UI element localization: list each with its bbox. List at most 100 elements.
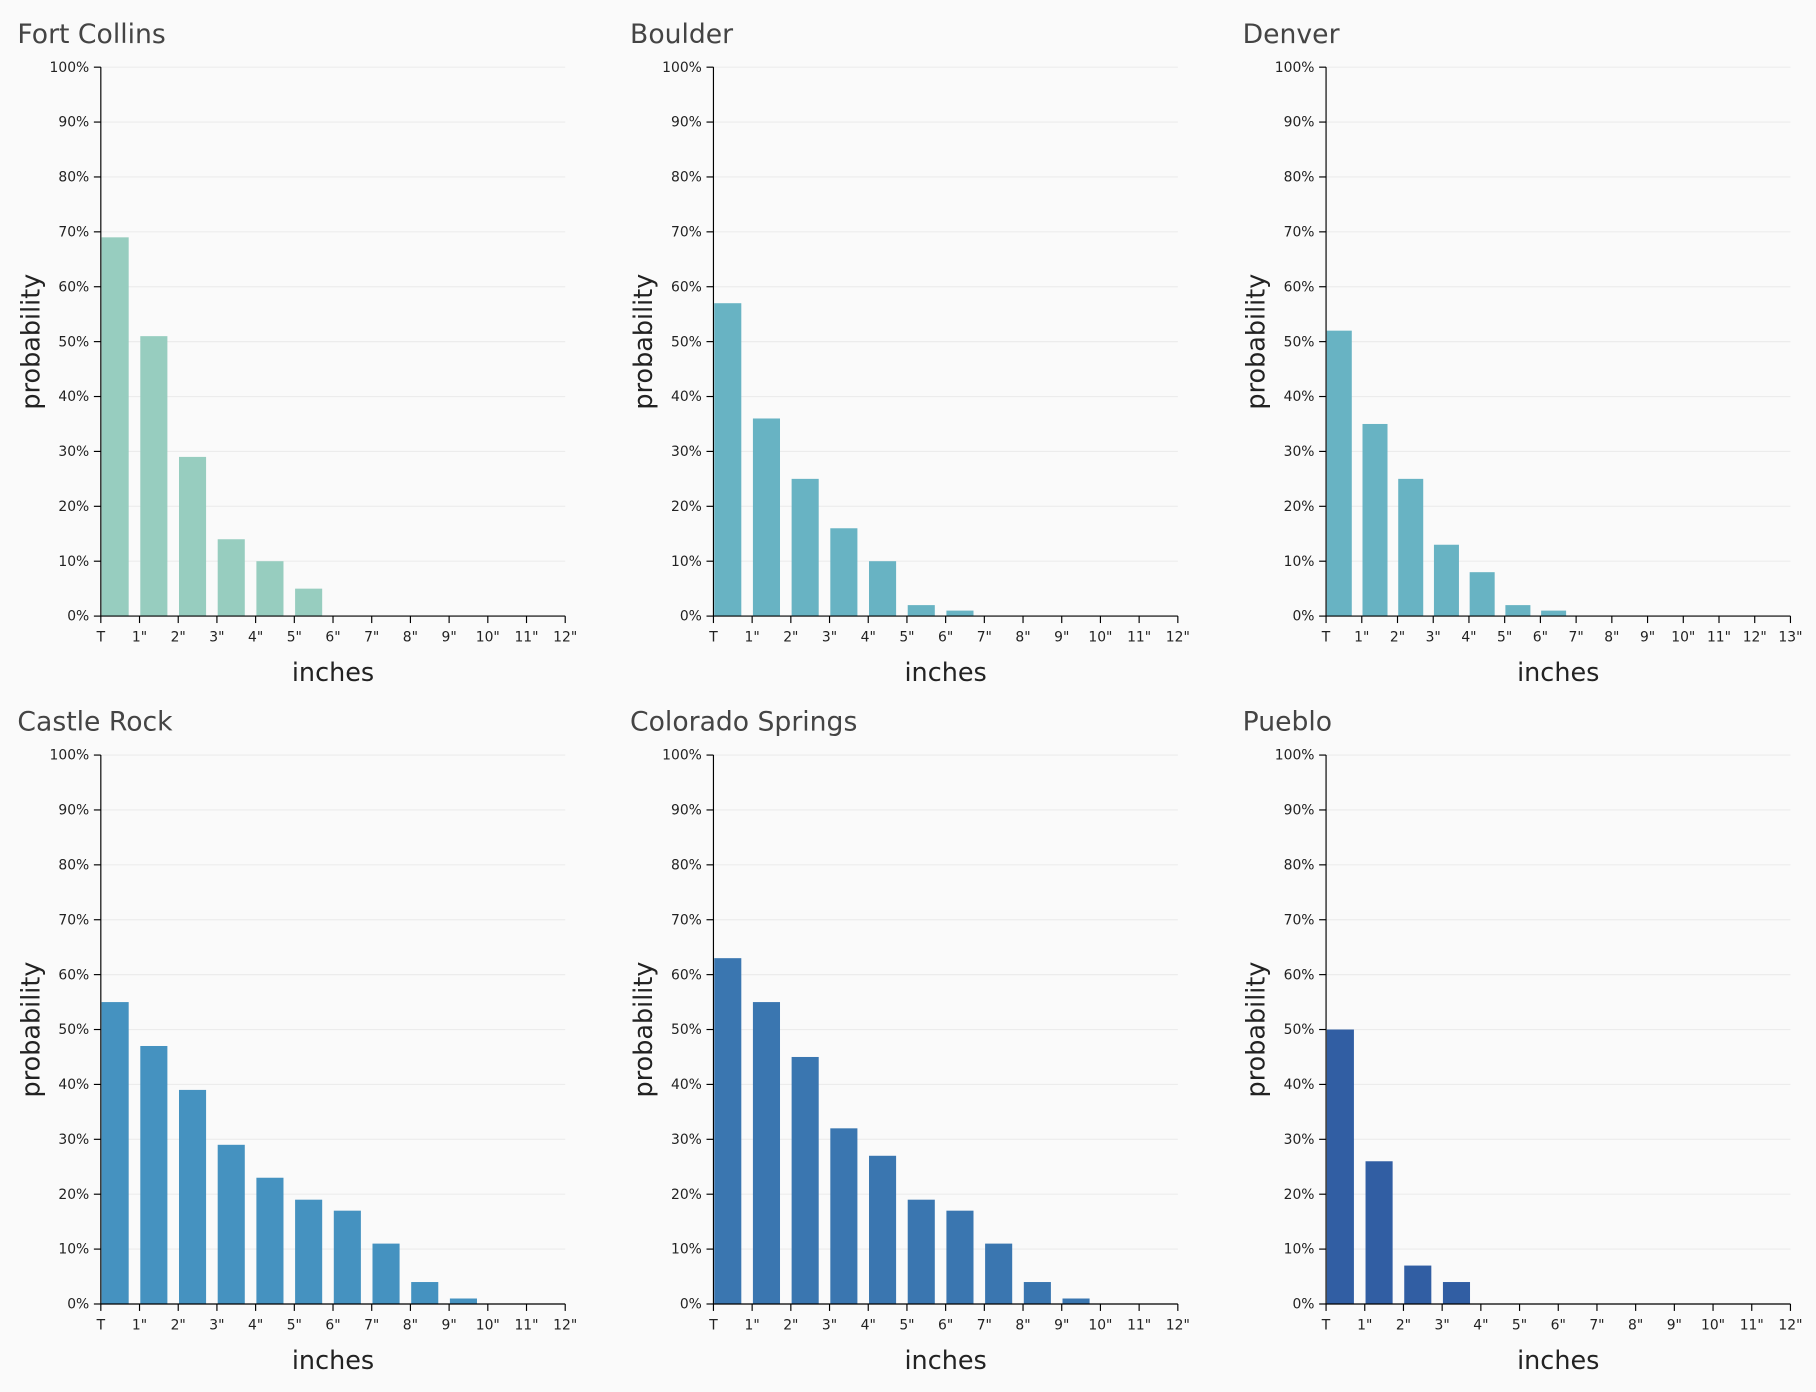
- y-tick-label: 10%: [671, 1242, 702, 1258]
- y-tick-label: 20%: [58, 1187, 89, 1203]
- x-tick-label: 12": [1166, 1317, 1190, 1333]
- bar: [1433, 544, 1459, 617]
- y-tick-label: 90%: [1284, 803, 1315, 819]
- y-tick-label: 70%: [1284, 224, 1315, 240]
- bar: [333, 1210, 361, 1304]
- x-tick-label: 8": [1015, 1317, 1030, 1333]
- x-tick-label: 4": [248, 630, 263, 646]
- y-tick-label: 10%: [58, 554, 89, 570]
- x-tick-label: 12": [1743, 630, 1767, 646]
- x-tick-label: T: [708, 1317, 718, 1333]
- x-tick-label: 6": [938, 630, 953, 646]
- bar: [372, 1243, 400, 1304]
- x-tick-label: 13": [1778, 630, 1802, 646]
- bar: [295, 1199, 323, 1304]
- x-axis-label: inches: [292, 1346, 374, 1376]
- y-tick-label: 70%: [671, 912, 702, 928]
- panel: 0% 10% 20% 30% 40% 50% 60% 70% 80% 90% 100% T 1" 2" 3"…: [629, 707, 1190, 1376]
- x-axis-label: inches: [1517, 1346, 1599, 1376]
- bar: [178, 1089, 207, 1304]
- x-tick-label: 4": [1473, 1317, 1488, 1333]
- x-tick-label: 8": [1604, 630, 1619, 646]
- panel: 0% 10% 20% 30% 40% 50% 60% 70% 80% 90% 100% T 1" 2" 3"…: [1242, 707, 1803, 1376]
- x-tick-label: 6": [938, 1317, 953, 1333]
- chart-title: Pueblo: [1243, 707, 1332, 738]
- y-tick-label: 20%: [1284, 499, 1315, 515]
- x-tick-label: 4": [861, 630, 876, 646]
- y-tick-label: 50%: [671, 1022, 702, 1038]
- bar: [869, 1155, 897, 1304]
- x-tick-label: 7": [364, 1317, 379, 1333]
- bar: [1541, 610, 1567, 617]
- x-tick-label: 3": [1435, 1317, 1450, 1333]
- y-axis-label: probability: [1242, 274, 1272, 410]
- y-tick-label: 70%: [58, 224, 89, 240]
- bar: [295, 588, 323, 617]
- bar: [411, 1282, 439, 1304]
- x-axis-label: inches: [292, 658, 374, 688]
- x-tick-label: T: [96, 1317, 106, 1333]
- bar: [830, 528, 858, 617]
- y-tick-label: 100%: [50, 748, 90, 764]
- x-tick-label: T: [1321, 1317, 1331, 1333]
- panel: 0% 10% 20% 30% 40% 50% 60% 70% 80% 90% 100% T 1" 2" 3"…: [16, 707, 577, 1376]
- y-tick-label: 0%: [1292, 609, 1314, 625]
- y-tick-label: 70%: [58, 912, 89, 928]
- x-tick-label: 5": [287, 630, 302, 646]
- x-tick-label: 4": [1461, 630, 1476, 646]
- y-tick-label: 30%: [671, 444, 702, 460]
- x-axis-label: inches: [1517, 658, 1599, 688]
- y-tick-label: 50%: [1284, 1022, 1315, 1038]
- bar: [256, 1177, 284, 1304]
- x-tick-label: 1": [1357, 1317, 1372, 1333]
- bar: [1365, 1161, 1393, 1304]
- x-tick-label: 10": [476, 630, 500, 646]
- bar: [217, 539, 245, 617]
- x-tick-label: 6": [1533, 630, 1548, 646]
- bar: [1326, 1029, 1354, 1304]
- y-tick-label: 40%: [58, 389, 89, 405]
- y-tick-label: 20%: [671, 499, 702, 515]
- y-tick-label: 50%: [1284, 334, 1315, 350]
- y-tick-label: 10%: [1284, 554, 1315, 570]
- x-tick-label: 12": [553, 630, 577, 646]
- y-axis-label: probability: [16, 962, 46, 1098]
- x-tick-label: 9": [442, 630, 457, 646]
- bar: [752, 1002, 781, 1304]
- bar: [101, 237, 129, 617]
- y-tick-label: 0%: [67, 609, 89, 625]
- y-tick-label: 80%: [671, 857, 702, 873]
- bar: [140, 1045, 168, 1304]
- x-tick-label: 3": [822, 1317, 837, 1333]
- y-tick-label: 80%: [671, 170, 702, 186]
- x-tick-label: 5": [1512, 1317, 1527, 1333]
- y-tick-label: 0%: [680, 1297, 702, 1313]
- y-tick-label: 0%: [680, 609, 702, 625]
- x-tick-label: 1": [132, 630, 147, 646]
- x-tick-label: 5": [287, 1317, 302, 1333]
- chart-title: Denver: [1243, 19, 1340, 50]
- bar: [985, 1243, 1013, 1304]
- bar: [714, 303, 742, 617]
- bar: [946, 610, 974, 617]
- bar: [714, 958, 742, 1304]
- bar: [791, 478, 819, 617]
- y-tick-label: 10%: [671, 554, 702, 570]
- x-tick-label: 1": [745, 1317, 760, 1333]
- x-tick-label: 8": [403, 1317, 418, 1333]
- x-tick-label: 6": [325, 630, 340, 646]
- x-tick-label: 1": [1354, 630, 1369, 646]
- y-tick-label: 90%: [671, 803, 702, 819]
- bar: [256, 561, 284, 617]
- x-tick-label: 2": [1396, 1317, 1411, 1333]
- x-tick-label: 1": [132, 1317, 147, 1333]
- x-tick-label: T: [708, 630, 718, 646]
- x-tick-label: 2": [783, 630, 798, 646]
- x-tick-label: 10": [476, 1317, 500, 1333]
- y-tick-label: 90%: [58, 115, 89, 131]
- bar: [140, 336, 168, 617]
- bar: [791, 1056, 819, 1304]
- y-tick-label: 100%: [50, 60, 90, 76]
- bar: [946, 1210, 974, 1304]
